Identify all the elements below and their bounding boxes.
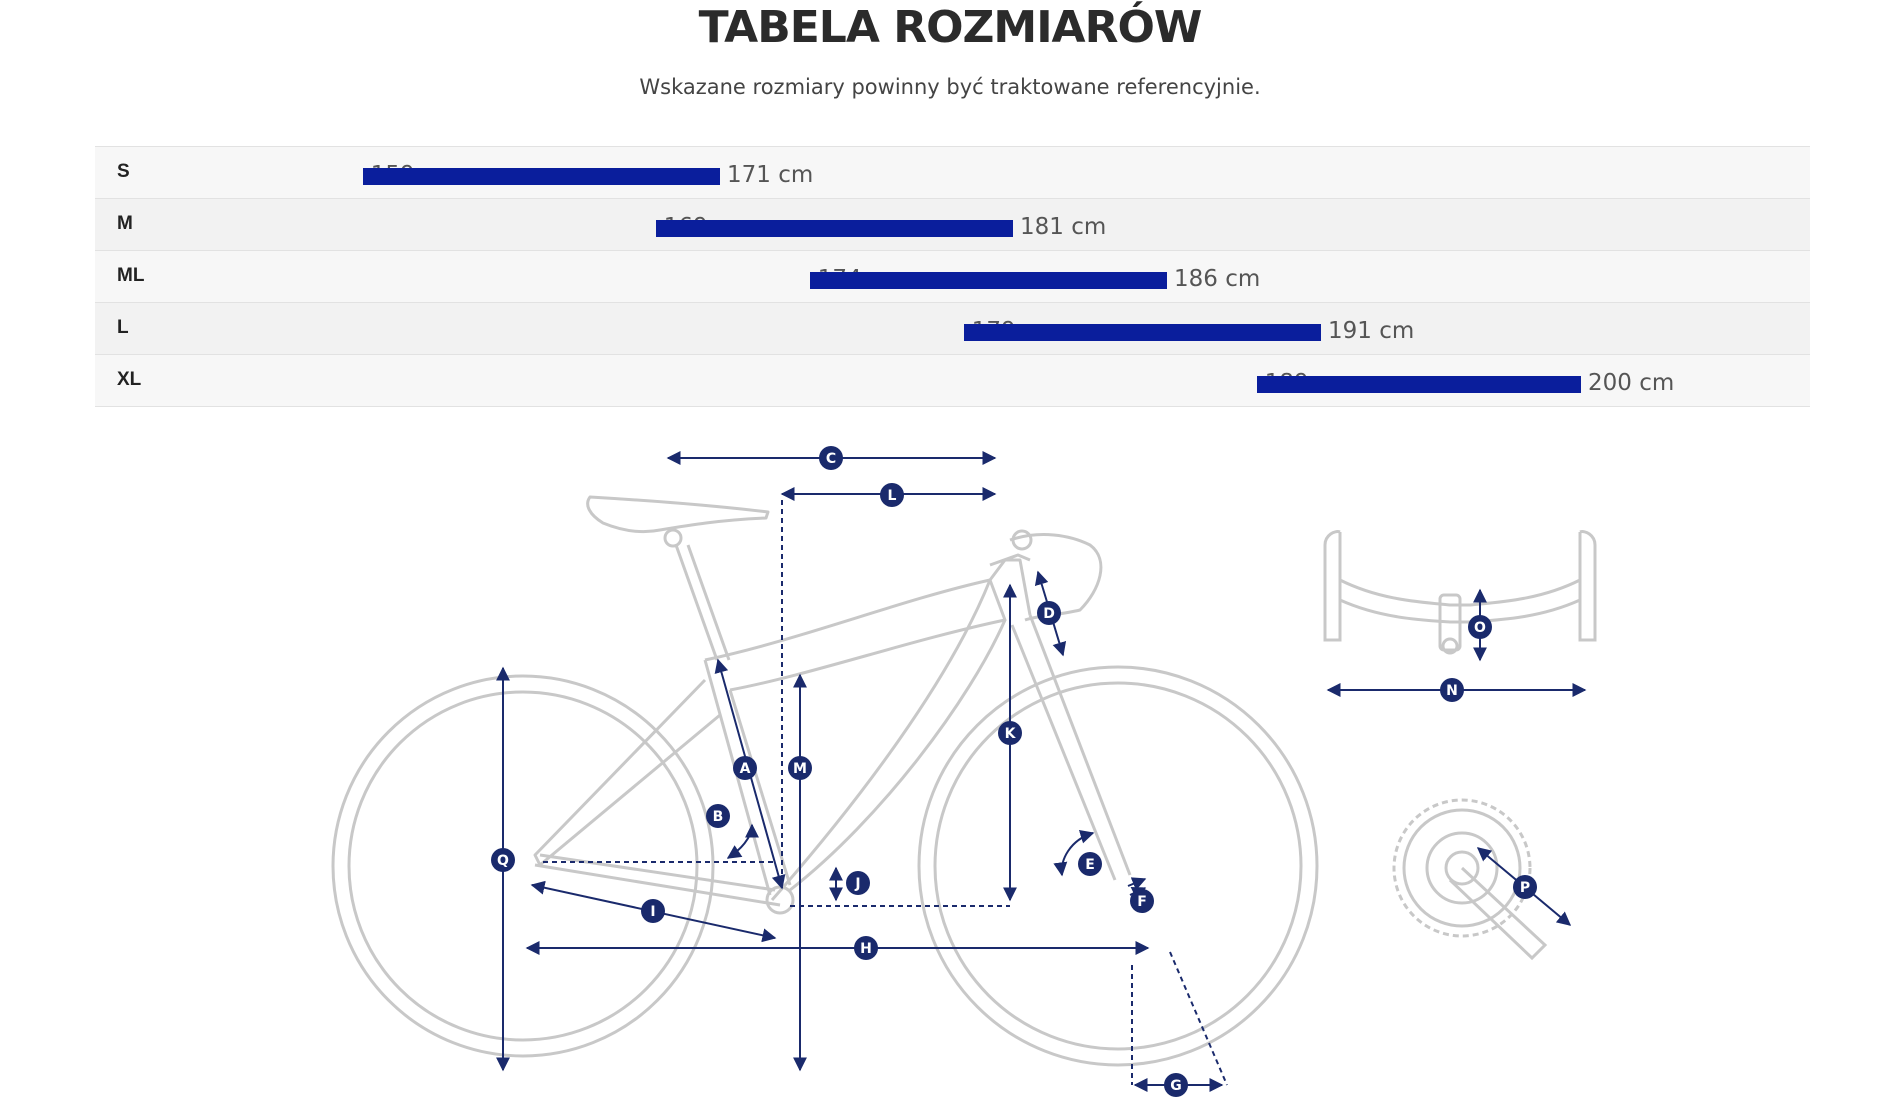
size-label: M	[117, 213, 133, 234]
label-h: H	[860, 941, 872, 957]
label-g: G	[1170, 1078, 1182, 1094]
label-o: O	[1474, 620, 1486, 636]
size-row-xl: XL 189 cm 200 cm	[95, 355, 1810, 407]
size-label: XL	[117, 369, 142, 390]
size-row-l: L 179 cm 191 cm	[95, 303, 1810, 355]
size-table: S 159 cm 171 cm M 169 cm 181 cm ML 174 c…	[95, 146, 1810, 407]
size-row-ml: ML 174 cm 186 cm	[95, 251, 1810, 303]
range-max: 181 cm	[1020, 214, 1107, 240]
label-n: N	[1446, 683, 1458, 699]
label-d: D	[1043, 606, 1055, 622]
range-max: 186 cm	[1174, 266, 1261, 292]
range-bar	[1257, 376, 1581, 393]
range-max: 171 cm	[727, 162, 814, 188]
label-j: J	[854, 876, 860, 892]
size-row-m: M 169 cm 181 cm	[95, 199, 1810, 251]
label-l: L	[888, 488, 897, 504]
page-subtitle: Wskazane rozmiary powinny być traktowane…	[639, 75, 1261, 99]
label-b: B	[713, 809, 724, 825]
size-label: ML	[117, 265, 145, 286]
label-e: E	[1085, 857, 1095, 873]
range-bar	[363, 168, 720, 185]
range-bar	[810, 272, 1167, 289]
label-p: P	[1520, 880, 1530, 896]
label-a: A	[740, 761, 751, 777]
size-row-s: S 159 cm 171 cm	[95, 147, 1810, 199]
page-title: TABELA ROZMIARÓW	[698, 2, 1203, 53]
label-k: K	[1005, 726, 1017, 742]
size-label: L	[117, 317, 129, 338]
size-label: S	[117, 161, 130, 182]
range-bar	[964, 324, 1321, 341]
handlebar-icon	[1323, 530, 1597, 655]
range-max: 200 cm	[1588, 370, 1675, 396]
label-f: F	[1137, 894, 1147, 910]
label-q: Q	[497, 853, 509, 869]
label-m: M	[793, 761, 807, 777]
range-max: 191 cm	[1328, 318, 1415, 344]
range-bar	[656, 220, 1013, 237]
label-i: I	[650, 904, 655, 920]
label-c: C	[826, 451, 836, 467]
